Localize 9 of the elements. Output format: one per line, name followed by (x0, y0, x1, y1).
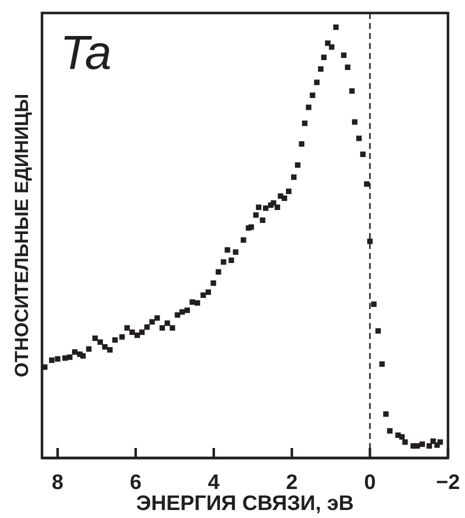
chart-title: Ta (60, 27, 112, 80)
x-tick-label: 2 (286, 470, 298, 494)
x-tick-label: 4 (208, 470, 220, 494)
x-axis-title: ЭНЕРГИЯ СВЯЗИ, эВ (136, 492, 354, 515)
x-tick-label: 8 (52, 470, 64, 494)
x-tick-label: 6 (130, 470, 142, 494)
x-tick-label: 0 (364, 470, 376, 494)
x-tick-label: −2 (436, 470, 460, 494)
y-axis-title: ОТНОСИТЕЛЬНЫЕ ЕДИНИЦЫ (12, 94, 33, 378)
